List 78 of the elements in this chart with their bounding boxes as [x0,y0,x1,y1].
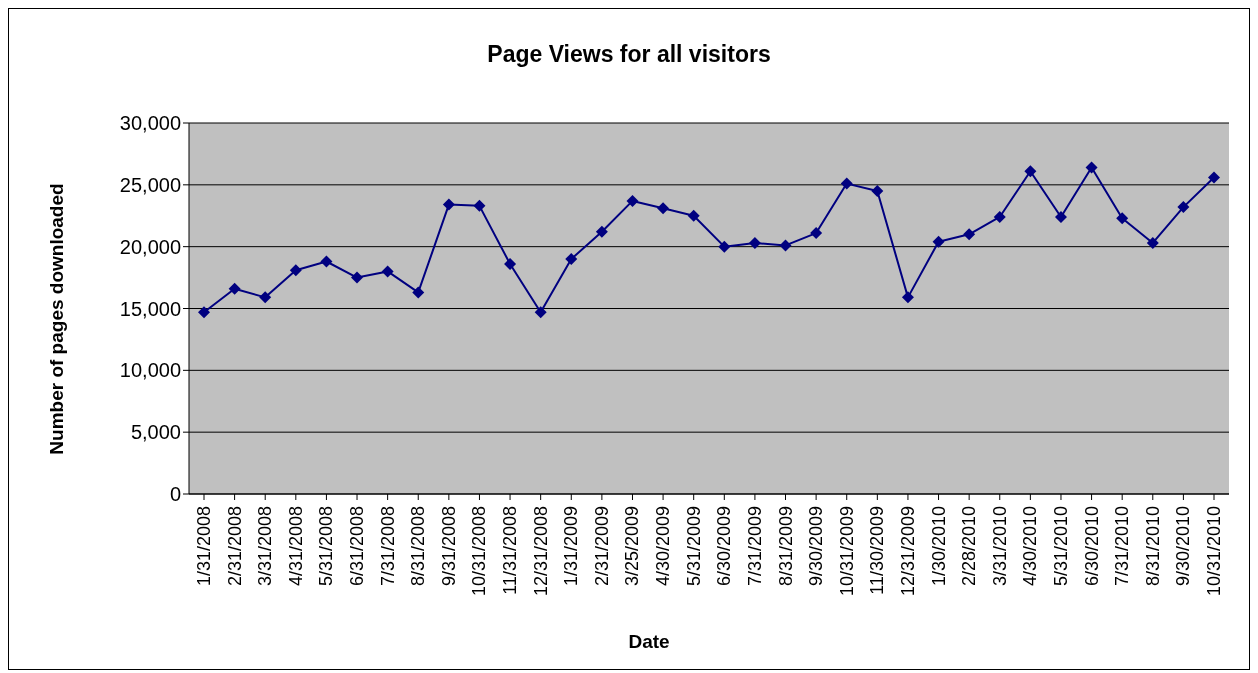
x-tick-label: 10/31/2009 [836,506,857,597]
y-tick-label: 10,000 [119,359,181,382]
point [412,286,425,299]
x-tick-label: 1/31/2009 [561,506,582,587]
x-tick-label: 2/31/2009 [591,506,612,587]
point [228,282,241,295]
point [871,185,884,198]
point [351,271,364,284]
x-tick-label: 8/31/2010 [1142,506,1163,587]
x-tick-label: 8/31/2009 [775,506,796,587]
x-tick-label: 4/31/2008 [285,506,306,587]
x-tick-label: 5/31/2009 [683,506,704,587]
point [1146,236,1159,249]
x-tick-label: 9/30/2009 [806,506,827,587]
x-tick-label: 12/31/2008 [530,506,551,597]
x-tick-label: 5/31/2008 [316,506,337,587]
point [442,198,455,211]
x-tick-label: 9/30/2010 [1173,506,1194,587]
x-tick-label: 3/25/2009 [622,506,643,587]
chart-title: Page Views for all visitors [486,41,772,68]
point [718,240,731,253]
point [595,225,608,238]
point [993,210,1006,223]
point [1085,161,1098,174]
point [565,253,578,266]
point [687,209,700,222]
x-tick-label: 3/31/2010 [989,506,1010,587]
y-axis-title: Number of pages downloaded [46,183,68,455]
x-tick-label: 7/31/2010 [1112,506,1133,587]
y-tick-label: 25,000 [119,173,181,196]
x-tick-label: 3/31/2008 [255,506,276,587]
x-tick-label: 4/30/2009 [653,506,674,587]
x-tick-label: 10/31/2008 [469,506,490,597]
x-tick-label: 6/31/2008 [347,506,368,587]
point [1054,210,1067,223]
x-tick-label: 9/31/2008 [438,506,459,587]
point [1177,201,1190,214]
x-tick-label: 7/31/2008 [377,506,398,587]
x-tick-label: 5/31/2010 [1050,506,1071,587]
y-tick-label: 20,000 [119,235,181,258]
point [840,177,853,190]
point [473,199,486,212]
x-tick-label: 1/30/2010 [928,506,949,587]
point [534,306,547,319]
point [748,236,761,249]
y-tick-label: 30,000 [119,112,181,135]
x-tick-label: 12/31/2009 [897,506,918,597]
x-tick-label: 11/30/2009 [867,506,888,595]
point [779,239,792,252]
x-tick-label: 11/31/2008 [500,506,521,595]
point [320,255,333,268]
point [932,235,945,248]
y-tick-label: 0 [169,483,181,506]
point [901,291,914,304]
point [259,291,272,304]
point [198,306,210,319]
x-tick-label: 6/30/2009 [714,506,735,587]
point [1208,171,1220,184]
x-axis-title: Date [628,631,670,653]
point [810,227,823,240]
x-tick-label: 1/31/2008 [194,506,214,587]
x-tick-label: 10/31/2010 [1204,506,1224,597]
point [963,228,976,241]
x-tick-label: 4/30/2010 [1020,506,1041,587]
x-tick-label: 7/31/2009 [744,506,765,587]
point [289,264,302,277]
x-tick-label: 6/30/2010 [1081,506,1102,587]
point [1116,212,1129,225]
point [504,257,517,270]
point [381,265,394,278]
y-tick-label: 15,000 [119,297,181,320]
x-tick-label: 8/31/2008 [408,506,429,587]
x-tick-label: 2/31/2008 [224,506,245,587]
point [1024,165,1037,178]
x-tick-label: 2/28/2010 [959,506,980,587]
point [657,202,670,215]
y-tick-label: 5,000 [130,421,181,444]
point [626,194,639,207]
